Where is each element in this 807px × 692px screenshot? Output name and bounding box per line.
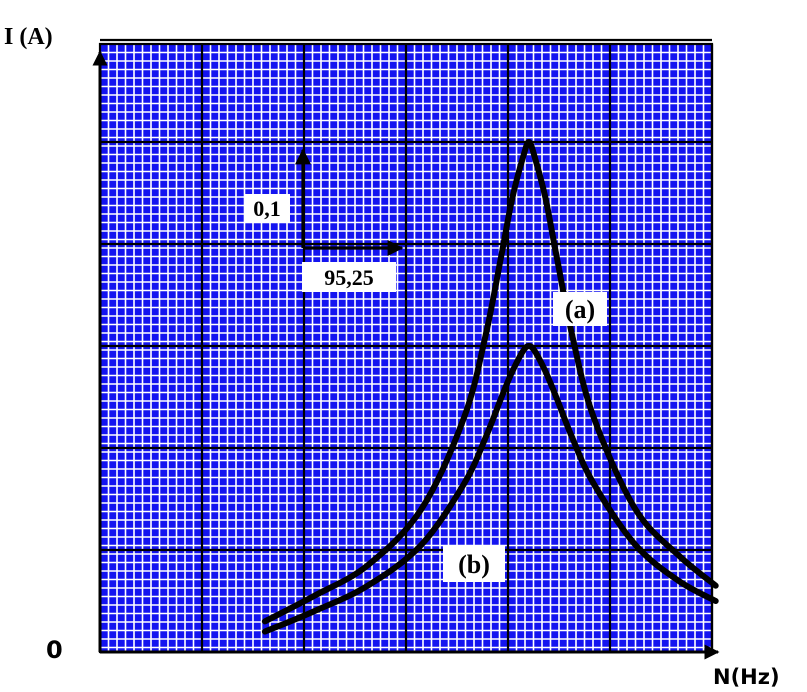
y-scale-label: 0,1 xyxy=(253,196,281,221)
origin-label: 0 xyxy=(46,636,63,664)
series-a-label: (a) xyxy=(565,295,595,324)
series-b-label: (b) xyxy=(458,550,490,579)
y-axis-label: I (A) xyxy=(4,24,53,50)
x-scale-label: 95,25 xyxy=(324,265,374,290)
series-b-label-box xyxy=(443,546,505,582)
series-a-label-box xyxy=(553,292,607,326)
x-axis-label: N(Hz) xyxy=(713,665,780,689)
series-b-curve xyxy=(261,343,719,635)
x-scale-label-box xyxy=(302,262,396,292)
y-scale-label-box xyxy=(244,194,290,222)
series-a-curve xyxy=(261,139,719,625)
